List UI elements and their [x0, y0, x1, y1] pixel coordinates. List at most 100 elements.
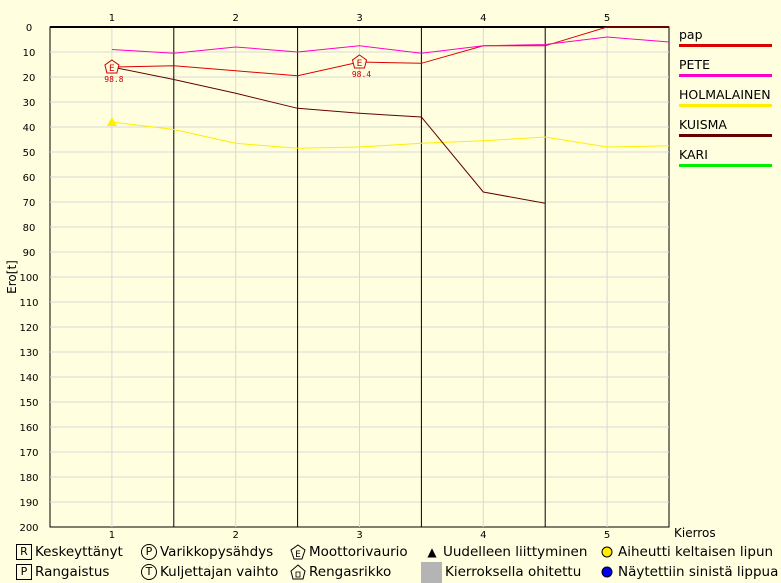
- y-tick-label: 40: [23, 123, 36, 134]
- key-label: Uudelleen liittyminen: [443, 544, 588, 560]
- y-tick-label: 90: [23, 248, 36, 259]
- y-tick-label: 160: [19, 423, 38, 434]
- x-axis-label: Kierros: [674, 526, 716, 540]
- y-axis-label: Ero[t]: [5, 260, 19, 294]
- engine-failure-marker: E98.8: [104, 59, 124, 84]
- key-label: Moottorivaurio: [309, 544, 408, 560]
- key-pit-stop: P Varikkopysähdys: [141, 542, 273, 562]
- y-tick-label: 130: [19, 348, 38, 359]
- series-line-pap: [111, 26, 669, 77]
- x-tick-label: 4: [480, 530, 486, 540]
- y-tick-label: 170: [19, 448, 38, 459]
- y-tick-label: 200: [19, 523, 38, 534]
- legend: pap PETE HOLMALAINEN KUISMA KARI: [679, 28, 779, 178]
- driver-change-icon: T: [141, 564, 157, 580]
- x-tick-label: 3: [356, 530, 362, 540]
- y-tick-label: 10: [23, 48, 36, 59]
- engine-marker-label: 98.4: [352, 70, 371, 79]
- engine-failure-marker: E98.4: [351, 54, 371, 79]
- series-line-holmalainen: [111, 121, 670, 149]
- y-tick-label: 0: [26, 23, 32, 34]
- legend-item-kuisma: KUISMA: [679, 118, 779, 148]
- engine-marker-shape: [104, 59, 120, 74]
- rejoin-marker: [106, 117, 117, 126]
- legend-label: KARI: [679, 147, 708, 162]
- legend-label: pap: [679, 27, 703, 42]
- legend-item-kari: KARI: [679, 148, 779, 178]
- puncture-icon: [290, 564, 306, 580]
- key-label: Näytettiin sinistä lippua: [618, 564, 779, 580]
- key-blue-flag: Näytettiin sinistä lippua: [599, 562, 778, 582]
- x-axis-ticks: 1 1 2 2 3 3 4 4 5 5: [109, 13, 611, 540]
- x-tick-label: 1: [109, 530, 115, 540]
- yellow-dot-icon: [599, 544, 615, 560]
- legend-swatch: [679, 164, 772, 167]
- key-label: Aiheutti keltaisen lipun: [618, 544, 774, 560]
- series-lines: [111, 26, 670, 204]
- key-engine-failure: E Moottorivaurio: [290, 542, 408, 562]
- y-tick-label: 80: [23, 223, 36, 234]
- retired-icon: R: [16, 544, 32, 560]
- key-rejoin: ▲ Uudelleen liittyminen: [424, 542, 587, 562]
- legend-item-pete: PETE: [679, 58, 779, 88]
- y-tick-label: 190: [19, 498, 38, 509]
- y-tick-label: 20: [23, 73, 36, 84]
- legend-item-pap: pap: [679, 28, 779, 58]
- lapped-square-icon: [421, 561, 442, 583]
- x-tick-label-top: 2: [233, 13, 239, 24]
- y-tick-label: 70: [23, 198, 36, 209]
- engine-marker-label: 98.8: [104, 75, 123, 84]
- pit-stop-icon: P: [141, 544, 157, 560]
- x-tick-label: 2: [233, 530, 239, 540]
- legend-label: HOLMALAINEN: [679, 87, 771, 102]
- y-tick-label: 120: [19, 323, 38, 334]
- engine-marker-letter: E: [109, 64, 115, 74]
- y-tick-label: 100: [19, 273, 38, 284]
- key-label: Varikkopysähdys: [160, 544, 274, 560]
- series-line-pete: [111, 36, 670, 54]
- y-axis-ticks: 0 10 20 30 40 50 60 70 80 90 100 110 120 130 140 150 160…: [19, 23, 38, 534]
- key-label: Keskeyttänyt: [35, 544, 123, 560]
- key-lapped: Kierroksella ohitettu: [421, 561, 582, 583]
- legend-swatch: [679, 74, 772, 77]
- gridlines: [50, 26, 669, 527]
- legend-swatch: [679, 104, 772, 107]
- legend-swatch: [679, 134, 772, 137]
- symbol-key: R Keskeyttänyt P Varikkopysähdys E Moott…: [0, 540, 781, 583]
- y-tick-label: 150: [19, 398, 38, 409]
- engine-failure-icon: E: [290, 544, 306, 560]
- engine-marker-letter: E: [357, 59, 363, 69]
- key-driver-change: T Kuljettajan vaihto: [141, 562, 278, 582]
- x-tick-label-top: 5: [604, 13, 610, 24]
- legend-item-holmalainen: HOLMALAINEN: [679, 88, 779, 118]
- y-tick-label: 180: [19, 473, 38, 484]
- key-label: Kuljettajan vaihto: [160, 564, 279, 580]
- y-tick-label: 50: [23, 148, 36, 159]
- key-label: Kierroksella ohitettu: [445, 564, 582, 580]
- key-label: Rengasrikko: [309, 564, 392, 580]
- rejoin-triangle-icon: ▲: [427, 545, 437, 559]
- penalty-icon: P: [16, 564, 32, 580]
- engine-marker-shape: [351, 54, 368, 69]
- series-line-kuisma: [111, 66, 546, 204]
- blue-dot-icon: [599, 564, 615, 580]
- race-gap-chart: 0 10 20 30 40 50 60 70 80 90 100 110 120 130 140 150 160…: [5, 13, 716, 540]
- x-tick-label-top: 3: [356, 13, 362, 24]
- key-yellow-flag: Aiheutti keltaisen lipun: [599, 542, 773, 562]
- key-puncture: Rengasrikko: [290, 562, 391, 582]
- x-tick-label: 5: [604, 530, 610, 540]
- x-tick-label-top: 4: [480, 13, 486, 24]
- key-label: Rangaistus: [35, 564, 110, 580]
- y-tick-label: 60: [23, 173, 36, 184]
- legend-label: PETE: [679, 57, 710, 72]
- legend-label: KUISMA: [679, 117, 727, 132]
- legend-swatch: [679, 44, 772, 47]
- y-tick-label: 140: [19, 373, 38, 384]
- key-penalty: P Rangaistus: [16, 562, 109, 582]
- y-tick-label: 30: [23, 98, 36, 109]
- svg-text:E: E: [295, 550, 301, 560]
- y-tick-label: 110: [19, 298, 38, 309]
- x-tick-label-top: 1: [109, 13, 115, 24]
- key-retired: R Keskeyttänyt: [16, 542, 123, 562]
